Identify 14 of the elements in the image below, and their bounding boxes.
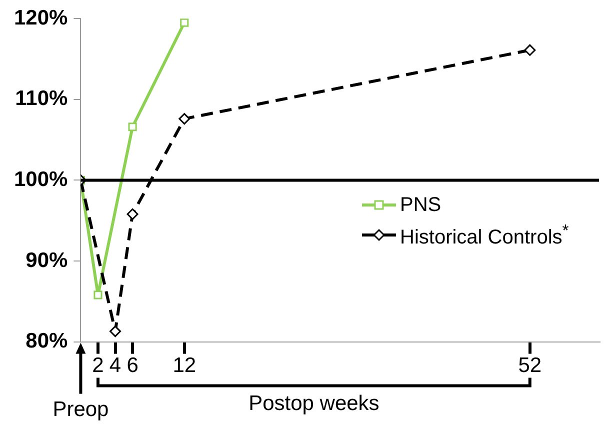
legend-label: Historical Controls$^{*}$ (400, 220, 569, 250)
legend-label: PNS (400, 194, 442, 216)
x-tick-label: 4 (109, 354, 122, 378)
text: Postop weeks (248, 392, 380, 415)
y-tick-label: 110% (15, 87, 68, 110)
x-tick-label: 52 (518, 354, 542, 378)
y-tick-label: 100% (14, 168, 68, 191)
y-tick-label: 80% (26, 330, 68, 353)
x-tick-label: 12 (172, 354, 196, 378)
text: Preop (52, 398, 109, 421)
x-tick-label: 6 (126, 354, 138, 378)
y-tick-label: 120% (14, 6, 68, 30)
y-tick-label: 90% (26, 248, 68, 272)
x-tick-label: 2 (92, 354, 104, 378)
